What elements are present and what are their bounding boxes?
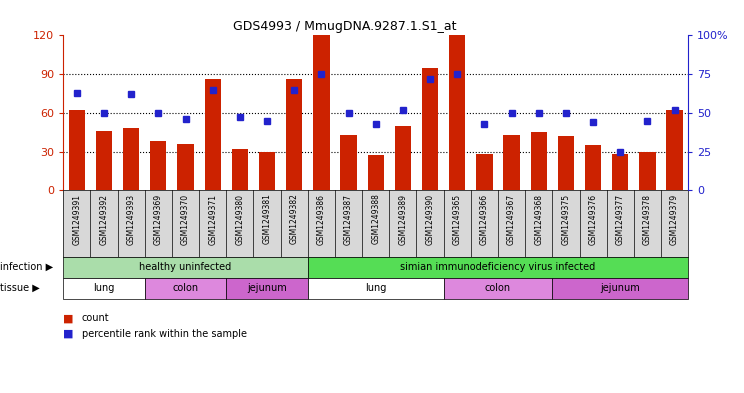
Text: GSM1249365: GSM1249365: [453, 194, 462, 245]
Bar: [259, 152, 275, 190]
Text: GSM1249370: GSM1249370: [181, 194, 190, 245]
Text: GSM1249367: GSM1249367: [507, 194, 516, 245]
Text: GSM1249371: GSM1249371: [208, 194, 217, 244]
Bar: [286, 79, 302, 190]
Bar: [205, 79, 221, 190]
Text: GSM1249393: GSM1249393: [126, 194, 135, 245]
Text: jejunum: jejunum: [247, 283, 287, 293]
Text: colon: colon: [173, 283, 199, 293]
Text: GSM1249380: GSM1249380: [235, 194, 244, 244]
Text: ■: ■: [63, 329, 74, 339]
Text: count: count: [82, 313, 109, 323]
Text: GSM1249386: GSM1249386: [317, 194, 326, 244]
Bar: [585, 145, 601, 190]
Text: GSM1249379: GSM1249379: [670, 194, 679, 245]
Text: GSM1249387: GSM1249387: [344, 194, 353, 244]
Bar: [639, 152, 655, 190]
Text: GSM1249368: GSM1249368: [534, 194, 543, 244]
Text: colon: colon: [485, 283, 511, 293]
Bar: [368, 155, 384, 190]
Text: jejunum: jejunum: [600, 283, 640, 293]
Text: GSM1249381: GSM1249381: [263, 194, 272, 244]
Bar: [123, 128, 139, 190]
Text: tissue ▶: tissue ▶: [0, 283, 39, 293]
Text: GSM1249378: GSM1249378: [643, 194, 652, 244]
Text: simian immunodeficiency virus infected: simian immunodeficiency virus infected: [400, 262, 596, 272]
Text: healthy uninfected: healthy uninfected: [139, 262, 231, 272]
Text: infection ▶: infection ▶: [0, 262, 53, 272]
Text: GSM1249375: GSM1249375: [562, 194, 571, 245]
Text: GSM1249391: GSM1249391: [72, 194, 81, 244]
Text: GSM1249389: GSM1249389: [398, 194, 408, 244]
Bar: [308, 278, 443, 299]
Bar: [308, 257, 688, 278]
Bar: [231, 149, 248, 190]
Bar: [150, 141, 167, 190]
Bar: [63, 278, 145, 299]
Bar: [313, 35, 330, 190]
Text: GSM1249376: GSM1249376: [589, 194, 597, 245]
Bar: [558, 136, 574, 190]
Bar: [177, 144, 193, 190]
Text: GSM1249390: GSM1249390: [426, 194, 434, 245]
Bar: [552, 278, 688, 299]
Bar: [476, 154, 493, 190]
Text: GSM1249388: GSM1249388: [371, 194, 380, 244]
Bar: [449, 35, 466, 190]
Bar: [145, 278, 226, 299]
Bar: [612, 154, 629, 190]
Text: GSM1249382: GSM1249382: [289, 194, 298, 244]
Text: GSM1249392: GSM1249392: [100, 194, 109, 244]
Text: ■: ■: [63, 313, 74, 323]
Text: percentile rank within the sample: percentile rank within the sample: [82, 329, 247, 339]
Bar: [226, 278, 308, 299]
Bar: [443, 278, 552, 299]
Text: GSM1249366: GSM1249366: [480, 194, 489, 245]
Bar: [96, 131, 112, 190]
Bar: [504, 135, 520, 190]
Bar: [341, 135, 356, 190]
Title: GDS4993 / MmugDNA.9287.1.S1_at: GDS4993 / MmugDNA.9287.1.S1_at: [233, 20, 456, 33]
Bar: [530, 132, 547, 190]
Bar: [395, 126, 411, 190]
Text: GSM1249369: GSM1249369: [154, 194, 163, 245]
Bar: [422, 68, 438, 190]
Bar: [63, 257, 308, 278]
Text: lung: lung: [93, 283, 115, 293]
Bar: [68, 110, 85, 190]
Bar: [667, 110, 683, 190]
Text: GSM1249377: GSM1249377: [616, 194, 625, 245]
Text: lung: lung: [365, 283, 386, 293]
